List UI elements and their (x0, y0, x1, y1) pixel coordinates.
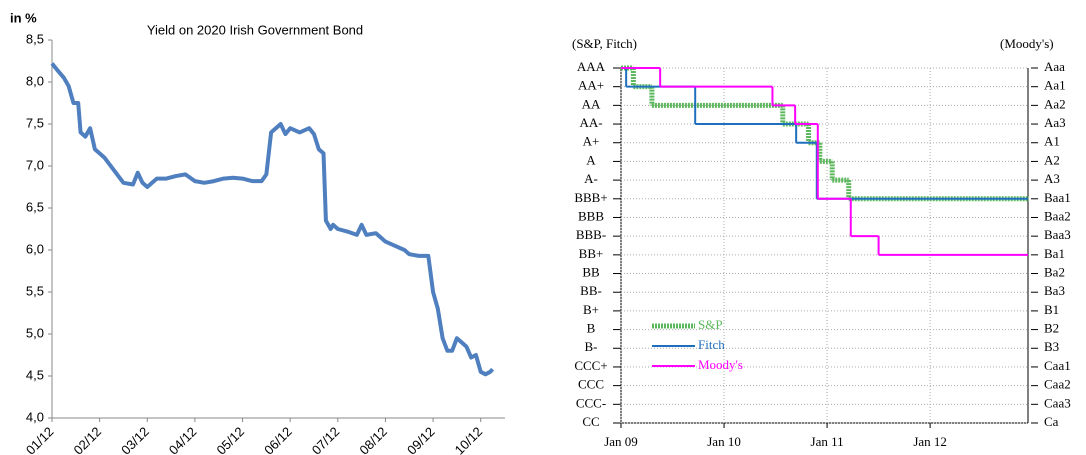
y-tick-label: AA- (579, 115, 602, 130)
x-tick-label: Jan 11 (811, 434, 844, 449)
y-tick-label: CCC- (576, 395, 606, 410)
y-tick-label: B- (585, 339, 598, 354)
y2-tick-label: A1 (1044, 134, 1060, 149)
y-tick-label: 5,0 (26, 325, 44, 340)
y2-axis-label: (Moody's) (1000, 36, 1054, 51)
yield-line (50, 62, 495, 377)
x-tick-label: 02/12 (71, 424, 105, 455)
y2-tick-label: Aa2 (1044, 96, 1066, 111)
y-tick-label: 6,0 (26, 241, 44, 256)
y-tick-label: 7,0 (26, 157, 44, 172)
rating-chart: (S&P, Fitch) (Moody's) AAAAA+AAAA-A+AA-B… (572, 36, 1071, 449)
legend-label: Fitch (698, 337, 725, 352)
y-tick-label: CC (582, 414, 599, 429)
y-tick-label: BBB+ (574, 190, 607, 205)
x-tick-label: 06/12 (261, 424, 295, 455)
x-tick-label: Jan 10 (707, 434, 741, 449)
y2-tick-label: Baa2 (1044, 208, 1071, 223)
y2-tick-label: Aa1 (1044, 78, 1066, 93)
yield-chart: in % Yield on 2020 Irish Government Bond… (10, 10, 505, 455)
y-tick-label: 4,0 (26, 409, 44, 424)
x-tick-label: 04/12 (166, 424, 200, 455)
y-tick-label: 6,5 (26, 199, 44, 214)
y2-tick-label: B2 (1044, 321, 1059, 336)
y-tick-label: 4,5 (26, 367, 44, 382)
y-axis-label: in % (10, 10, 37, 25)
x-tick-label: 01/12 (23, 424, 57, 455)
x-tick-label: 10/12 (452, 424, 486, 455)
x-tick-label: Jan 09 (604, 434, 638, 449)
y-tick-label: BB+ (579, 246, 604, 261)
y2-tick-label: Ca (1044, 414, 1059, 429)
y-tick-label: 8,0 (26, 73, 44, 88)
legend-label: S&P (698, 317, 723, 332)
y-tick-label: A- (584, 171, 598, 186)
y2-tick-label: Ba1 (1044, 246, 1065, 261)
y-tick-label: B (587, 321, 596, 336)
y2-tick-label: Aaa (1044, 59, 1065, 74)
y2-tick-label: A2 (1044, 152, 1060, 167)
y-tick-label: CCC+ (574, 358, 607, 373)
x-tick-label: 07/12 (309, 424, 343, 455)
y2-tick-label: A3 (1044, 171, 1060, 186)
y-tick-label: CCC (578, 377, 604, 392)
y-tick-label: BBB- (576, 227, 606, 242)
y2-tick-label: Caa1 (1044, 358, 1071, 373)
y-tick-label: AA+ (578, 78, 604, 93)
y2-tick-label: Caa2 (1044, 377, 1071, 392)
y-tick-label: A (586, 152, 596, 167)
y2-tick-label: Baa3 (1044, 227, 1071, 242)
y2-tick-label: Baa1 (1044, 190, 1071, 205)
y2-tick-label: Ba3 (1044, 283, 1065, 298)
x-tick-label: Jan 12 (913, 434, 947, 449)
y2-tick-label: Ba2 (1044, 265, 1065, 280)
y-tick-label: BB- (580, 283, 602, 298)
y-tick-label: A+ (583, 134, 600, 149)
y2-tick-label: Caa3 (1044, 395, 1071, 410)
y-axis-label: (S&P, Fitch) (572, 36, 637, 51)
y2-tick-label: B3 (1044, 339, 1059, 354)
y2-tick-label: B1 (1044, 302, 1059, 317)
x-tick-label: 08/12 (356, 424, 390, 455)
legend-label: Moody's (698, 357, 743, 372)
y-tick-label: BBB (578, 208, 604, 223)
x-tick-label: 03/12 (118, 424, 152, 455)
y2-tick-label: Aa3 (1044, 115, 1066, 130)
chart-title: Yield on 2020 Irish Government Bond (147, 22, 363, 37)
x-tick-label: 09/12 (404, 424, 438, 455)
y-tick-label: 7,5 (26, 115, 44, 130)
y-tick-label: 8,5 (26, 31, 44, 46)
y-tick-label: BB (582, 265, 600, 280)
y-tick-label: AAA (577, 59, 606, 74)
y-tick-label: AA (582, 96, 601, 111)
y-tick-label: 5,5 (26, 283, 44, 298)
x-tick-label: 05/12 (213, 424, 247, 455)
y-tick-label: B+ (583, 302, 599, 317)
